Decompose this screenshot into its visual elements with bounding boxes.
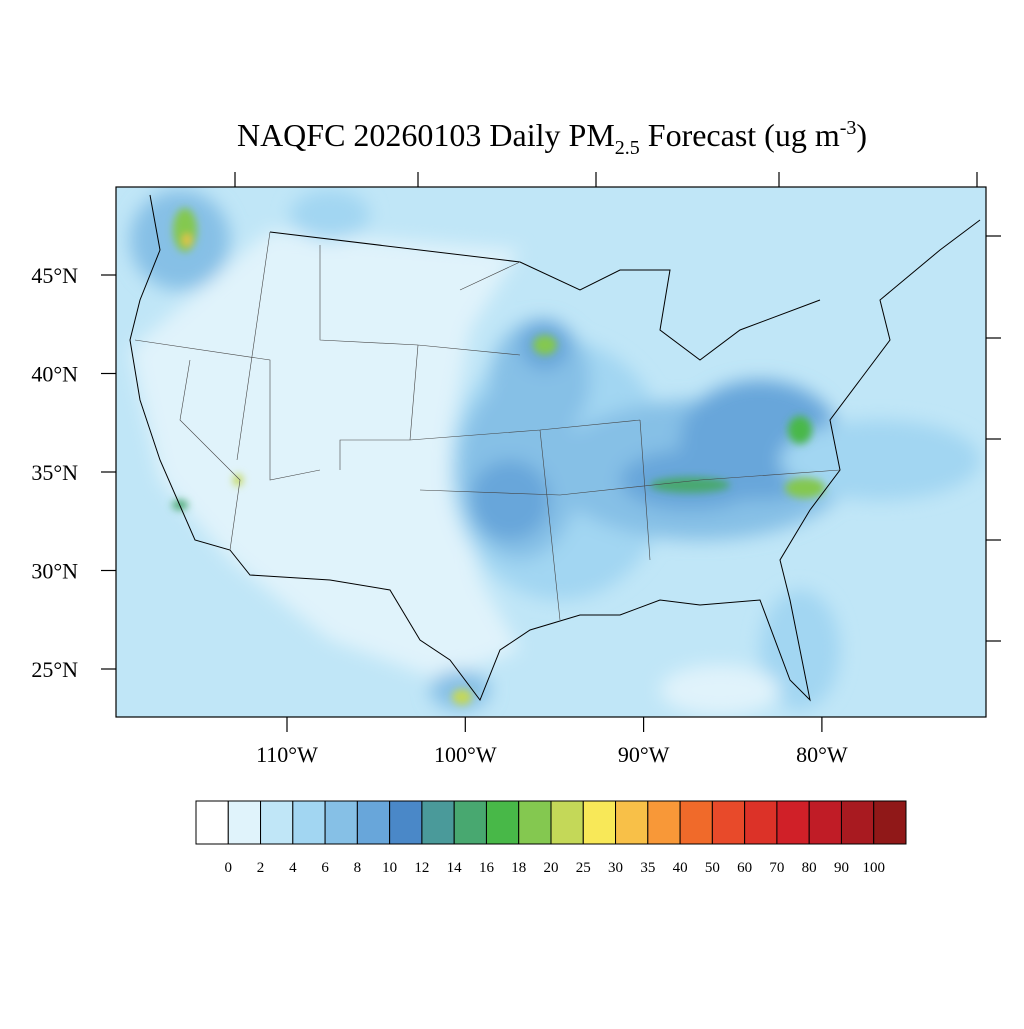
colorbar-label: 6 — [321, 860, 329, 876]
colorbar-box — [324, 800, 358, 845]
map-frame — [115, 186, 987, 718]
lat-tick-label: 40°N — [31, 362, 78, 387]
lat-tick-label: 35°N — [31, 460, 78, 485]
colorbar-box — [873, 800, 907, 845]
colorbar-label: 60 — [737, 860, 752, 876]
colorbar-label: 30 — [608, 860, 623, 876]
title-text: NAQFC 20260103 Daily PM — [237, 117, 615, 153]
colorbar-box — [808, 800, 842, 845]
colorbar-box — [453, 800, 487, 845]
colorbar-box — [421, 800, 455, 845]
colorbar-box — [260, 800, 294, 845]
colorbar: 0 2 4 6 8 10 12 14 16 18 20 25 30 35 40 50 60 70 80 90 100 — [195, 800, 907, 876]
colorbar-label: 14 — [447, 860, 463, 876]
colorbar-label: 12 — [414, 860, 429, 876]
projection-ticks — [234, 172, 1001, 642]
colorbar-label: 10 — [382, 860, 397, 876]
colorbar-box — [485, 800, 520, 845]
colorbar-box — [744, 800, 778, 845]
colorbar-box — [356, 800, 391, 845]
title-text: ) — [856, 117, 867, 153]
lat-tick-label: 25°N — [31, 657, 78, 682]
title-text: Forecast (ug m — [640, 117, 840, 153]
colorbar-box — [550, 800, 584, 845]
colorbar-label: 4 — [289, 860, 297, 876]
colorbar-box — [518, 800, 552, 845]
map-title: NAQFC 20260103 Daily PM2.5 Forecast (ug … — [237, 117, 867, 159]
colorbar-box — [776, 800, 810, 845]
colorbar-box — [227, 800, 262, 845]
colorbar-label: 2 — [257, 860, 265, 876]
colorbar-box — [647, 800, 681, 845]
colorbar-label: 18 — [511, 860, 526, 876]
concentration-field — [116, 187, 986, 717]
lon-tick-label: 90°W — [618, 742, 670, 767]
colorbar-box — [840, 800, 875, 845]
lon-tick-label: 100°W — [434, 742, 497, 767]
colorbar-box — [711, 800, 746, 845]
colorbar-label: 35 — [640, 860, 655, 876]
colorbar-box — [389, 800, 423, 845]
colorbar-label: 8 — [354, 860, 362, 876]
title-superscript: -3 — [840, 117, 857, 139]
colorbar-label: 40 — [673, 860, 688, 876]
colorbar-box — [195, 800, 229, 845]
colorbar-label: 100 — [862, 860, 885, 876]
colorbar-label: 70 — [769, 860, 784, 876]
colorbar-label: 50 — [705, 860, 720, 876]
colorbar-box — [615, 800, 649, 845]
colorbar-box — [582, 800, 617, 845]
colorbar-label: 25 — [576, 860, 591, 876]
colorbar-box — [679, 800, 713, 845]
colorbar-label: 0 — [225, 860, 233, 876]
colorbar-label: 80 — [802, 860, 817, 876]
axes: 45°N 40°N 35°N 30°N 25°N 110°W 100°W 90°W 80°W — [31, 263, 848, 767]
colorbar-label: 16 — [479, 860, 495, 876]
colorbar-box — [292, 800, 326, 845]
lon-tick-label: 110°W — [256, 742, 318, 767]
colorbar-label: 20 — [544, 860, 559, 876]
lat-tick-label: 45°N — [31, 263, 78, 288]
title-subscript: 2.5 — [615, 137, 640, 159]
lon-tick-label: 80°W — [796, 742, 848, 767]
lat-tick-label: 30°N — [31, 559, 78, 584]
colorbar-label: 90 — [834, 860, 849, 876]
